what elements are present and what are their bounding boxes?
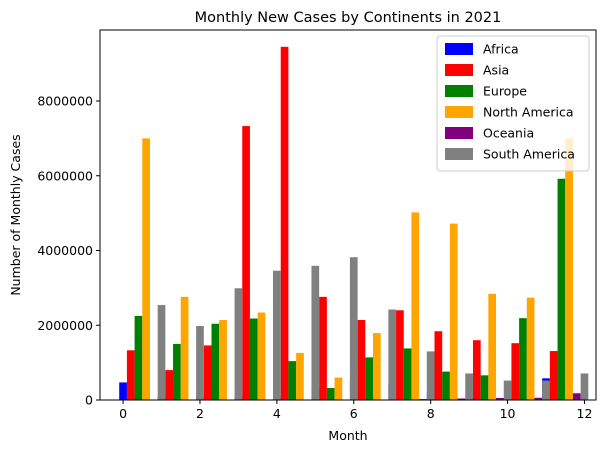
bar-south-america-month-7 [426, 351, 435, 400]
bar-europe-month-4 [288, 361, 297, 400]
legend-label-asia: Asia [483, 63, 509, 78]
x-tick-label: 12 [577, 406, 593, 421]
bar-north-america-month-10 [526, 297, 535, 400]
y-tick-label: 4000000 [37, 243, 93, 258]
bar-europe-month-1 [173, 343, 181, 400]
bar-south-america-month-6 [388, 309, 397, 400]
bar-europe-month-0 [134, 315, 143, 400]
bar-asia-month-1 [165, 370, 174, 400]
bar-south-america-month-5 [349, 257, 358, 400]
bar-europe-month-10 [519, 318, 527, 400]
legend-swatch-asia [445, 64, 473, 76]
bar-europe-month-6 [365, 357, 373, 400]
bar-asia-month-0 [126, 350, 135, 400]
bar-south-america-month-1 [196, 326, 204, 400]
bar-asia-month-8 [434, 331, 443, 400]
bar-north-america-month-11 [565, 138, 573, 400]
bar-europe-month-7 [403, 348, 412, 400]
y-tick-label: 0 [85, 393, 93, 408]
bar-south-america-month-0 [157, 305, 166, 400]
bar-oceania-month-8 [457, 398, 466, 400]
y-axis-title: Number of Monthly Cases [8, 134, 23, 295]
x-tick-label: 4 [273, 406, 281, 421]
bar-asia-month-2 [203, 345, 212, 400]
bar-north-america-month-0 [142, 138, 150, 400]
legend-swatch-oceania [445, 127, 473, 139]
bar-oceania-month-11 [572, 393, 581, 400]
bar-north-america-month-2 [219, 320, 227, 400]
legend-label-oceania: Oceania [483, 126, 534, 141]
bar-europe-month-9 [480, 375, 489, 400]
y-tick-label: 6000000 [37, 168, 93, 183]
bar-south-america-month-11 [580, 373, 589, 400]
bar-north-america-month-7 [411, 212, 420, 400]
bar-asia-month-4 [280, 46, 289, 401]
bar-north-america-month-3 [257, 312, 266, 400]
bar-south-america-month-8 [465, 373, 473, 400]
bar-asia-month-6 [357, 320, 366, 400]
x-axis: 0 2 4 6 8 10 12 [119, 400, 592, 421]
bar-asia-month-10 [511, 343, 520, 400]
x-tick-label: 10 [500, 406, 516, 421]
x-axis-title: Month [328, 428, 367, 443]
bar-south-america-month-9 [503, 380, 512, 400]
x-tick-label: 2 [196, 406, 204, 421]
chart-title: Monthly New Cases by Continents in 2021 [195, 10, 502, 26]
bar-north-america-month-9 [488, 293, 497, 400]
y-tick-label: 8000000 [37, 94, 93, 109]
bar-north-america-month-1 [180, 296, 189, 400]
bar-europe-month-5 [326, 388, 335, 400]
bar-europe-month-3 [249, 318, 258, 400]
legend-box [436, 35, 590, 172]
legend-label-africa: Africa [483, 42, 519, 57]
bar-south-america-month-2 [234, 288, 243, 400]
x-tick-label: 0 [119, 406, 127, 421]
bars-layer [119, 46, 589, 401]
bar-asia-month-7 [396, 310, 404, 400]
bar-africa-month-0 [119, 382, 127, 400]
x-tick-label: 6 [350, 406, 358, 421]
bar-south-america-month-3 [273, 270, 281, 400]
legend-label-north-america: North America [483, 105, 574, 120]
bar-south-america-month-4 [311, 265, 320, 400]
bar-north-america-month-8 [449, 223, 458, 400]
legend-swatch-north-america [445, 106, 473, 118]
y-tick-label: 2000000 [37, 318, 93, 333]
legend: Africa Asia Europe North America Oceania Sout… [436, 35, 590, 172]
bar-asia-month-5 [319, 296, 327, 400]
bar-oceania-month-10 [534, 397, 543, 400]
legend-swatch-south-america [445, 148, 473, 160]
legend-label-south-america: South America [483, 147, 575, 162]
bar-europe-month-2 [211, 323, 220, 400]
bar-north-america-month-6 [372, 333, 381, 400]
legend-swatch-africa [445, 43, 473, 55]
bar-europe-month-11 [557, 178, 566, 400]
plot-frame [99, 29, 597, 401]
bar-oceania-month-9 [496, 397, 504, 400]
bar-asia-month-11 [549, 351, 558, 400]
bar-north-america-month-4 [296, 352, 304, 400]
legend-label-europe: Europe [483, 84, 527, 99]
x-tick-label: 8 [427, 406, 435, 421]
bar-asia-month-9 [472, 340, 481, 400]
bar-europe-month-8 [442, 371, 450, 400]
y-axis: 0 2000000 4000000 6000000 8000000 [37, 94, 100, 408]
bar-asia-month-3 [242, 126, 250, 400]
bar-north-america-month-5 [334, 377, 343, 400]
bar-south-america-month-10 [542, 380, 550, 400]
legend-swatch-europe [445, 85, 473, 97]
